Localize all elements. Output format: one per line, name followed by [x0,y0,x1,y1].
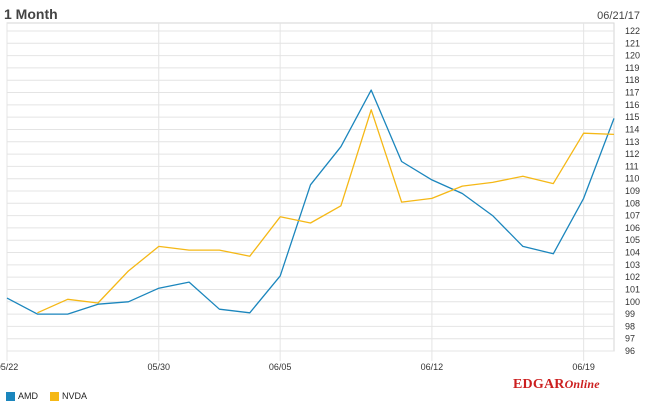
logo-sub: Online [564,377,600,391]
x-tick-label: 06/05 [269,362,292,372]
y-tick-label: 114 [625,124,639,134]
y-tick-label: 118 [625,75,639,85]
y-tick-label: 111 [625,161,639,171]
y-tick-label: 115 [625,112,639,122]
y-tick-label: 117 [625,88,639,98]
legend: AMD NVDA [6,390,87,402]
y-tick-label: 105 [625,235,640,245]
y-tick-label: 112 [625,149,639,159]
x-axis-ticks: 05/22 05/30 06/05 06/12 06/19 [0,362,595,372]
date-stamp: 06/21/17 [597,10,640,22]
logo-main: EDGAR [513,377,565,392]
y-tick-label: 97 [625,334,635,344]
y-tick-label: 103 [625,260,640,270]
x-tick-label: 05/30 [147,362,170,372]
y-tick-label: 104 [625,248,640,258]
y-tick-label: 100 [625,297,640,307]
y-tick-label: 120 [625,51,640,61]
x-tick-label: 05/22 [0,362,18,372]
x-tick-label: 06/12 [421,362,444,372]
chart-title: 1 Month [4,6,58,22]
y-tick-label: 109 [625,186,640,196]
y-tick-label: 107 [625,211,640,221]
y-axis-ticks: 96 97 98 99 100 101 102 103 104 105 106 107 108 109 11… [625,26,640,356]
y-tick-label: 116 [625,100,639,110]
x-tick-label: 06/19 [572,362,595,372]
y-tick-label: 99 [625,309,635,319]
y-tick-label: 119 [625,63,639,73]
legend-label-nvda: NVDA [62,391,88,401]
y-tick-label: 101 [625,284,640,294]
y-tick-label: 102 [625,272,640,282]
y-tick-label: 108 [625,198,640,208]
legend-item-nvda[interactable]: NVDA [50,391,87,401]
y-tick-label: 113 [625,137,639,147]
edgar-online-logo[interactable]: EDGAROnline [513,375,643,393]
legend-item-amd[interactable]: AMD [6,391,38,401]
y-tick-label: 122 [625,26,640,36]
y-tick-label: 110 [625,174,639,184]
legend-swatch-nvda [50,391,59,401]
legend-label-amd: AMD [18,391,38,401]
legend-swatch-amd [6,391,15,401]
y-tick-label: 106 [625,223,640,233]
series-line-amd [6,89,615,315]
chart-grid [6,22,615,361]
y-tick-label: 121 [625,38,640,48]
y-tick-label: 98 [625,321,635,331]
series-line-nvda [37,109,615,314]
series-lines [6,89,615,315]
y-tick-label: 96 [625,346,635,356]
